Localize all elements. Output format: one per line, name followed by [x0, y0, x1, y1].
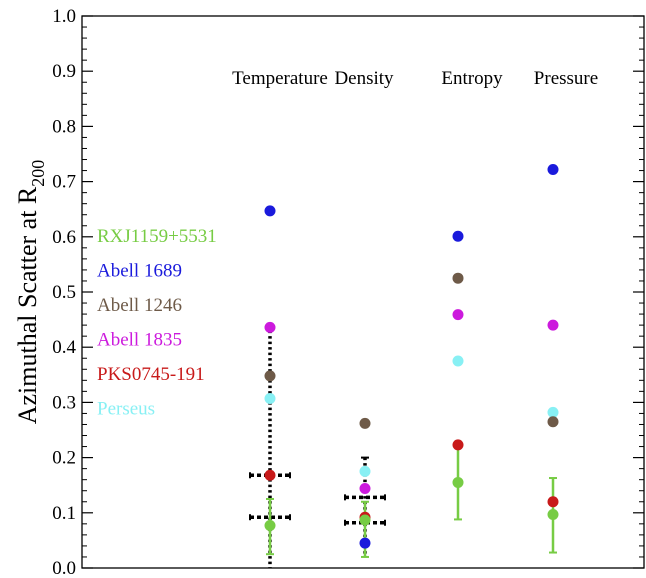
y-tick-label: 0.3	[52, 392, 76, 413]
data-point	[264, 205, 276, 217]
y-tick-label: 0.8	[52, 116, 76, 137]
data-point	[547, 496, 559, 508]
legend-entry: Perseus	[97, 399, 155, 420]
y-tick-label: 0.7	[52, 172, 76, 193]
data-points	[264, 163, 559, 549]
data-point	[264, 393, 276, 405]
data-point	[452, 439, 464, 451]
category-label: Pressure	[534, 68, 598, 89]
data-point	[452, 355, 464, 367]
y-tick-label: 0.0	[52, 558, 76, 578]
data-point	[452, 230, 464, 242]
y-tick-label: 0.2	[52, 448, 76, 469]
data-point	[452, 309, 464, 321]
legend-entry: Abell 1835	[97, 330, 182, 351]
legend: RXJ1159+5531 Abell 1689 Abell 1246 Abell 18…	[97, 226, 217, 420]
data-point	[359, 465, 371, 477]
data-point	[264, 519, 276, 531]
y-tick-label: 0.9	[52, 61, 76, 82]
y-tick-label: 0.1	[52, 503, 76, 524]
y-tick-label: 0.6	[52, 227, 76, 248]
error-bars	[266, 445, 557, 558]
y-axis-label-main: Azimuthal Scatter at R	[13, 186, 42, 424]
data-point	[452, 272, 464, 284]
data-point	[359, 417, 371, 429]
legend-entry: Abell 1689	[97, 261, 182, 282]
y-tick-label: 1.0	[52, 6, 76, 27]
category-labels: Temperature Density Entropy Pressure	[232, 68, 598, 89]
data-point	[359, 537, 371, 549]
data-point	[547, 319, 559, 331]
legend-entry: Abell 1246	[97, 295, 182, 316]
data-point	[547, 163, 559, 175]
y-axis-ticks: 0.0 0.1 0.2 0.3 0.4 0.5 0.6 0.7 0.8 0.9 1.0	[52, 6, 644, 578]
data-point	[547, 508, 559, 520]
data-point	[264, 321, 276, 333]
data-point	[359, 483, 371, 495]
y-axis-label-subscript: 200	[28, 160, 48, 187]
data-point	[547, 416, 559, 428]
data-point	[264, 469, 276, 481]
y-axis-label: Azimuthal Scatter at R200	[13, 160, 48, 425]
category-label: Density	[334, 68, 394, 89]
y-tick-label: 0.5	[52, 282, 76, 303]
data-point	[547, 406, 559, 418]
data-point	[452, 476, 464, 488]
data-point	[264, 370, 276, 382]
category-label: Temperature	[232, 68, 328, 89]
y-tick-label: 0.4	[52, 337, 76, 358]
data-point	[359, 514, 371, 526]
legend-entry: PKS0745-191	[97, 364, 205, 385]
category-label: Entropy	[441, 68, 503, 89]
legend-entry: RXJ1159+5531	[97, 226, 217, 247]
